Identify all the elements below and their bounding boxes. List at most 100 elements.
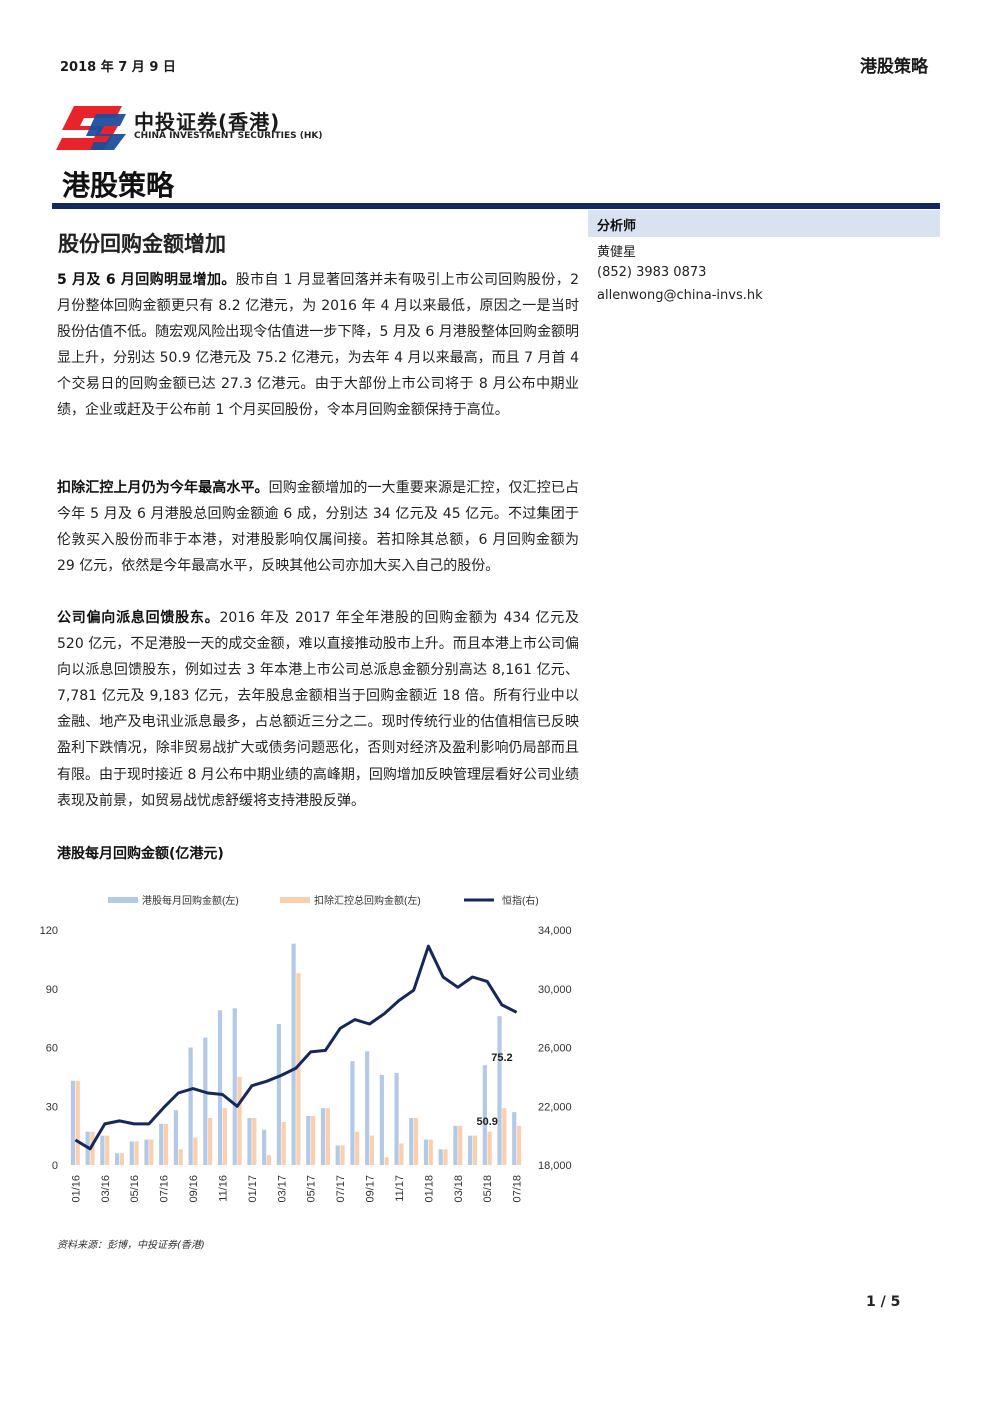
bar-ex-hsbc-buyback	[193, 1137, 198, 1165]
chart-title: 港股每月回购金额(亿港元)	[57, 846, 224, 862]
bar-ex-hsbc-buyback	[90, 1131, 95, 1165]
bar-total-buyback	[291, 943, 296, 1165]
legend-swatch	[280, 897, 310, 903]
bar-ex-hsbc-buyback	[208, 1118, 213, 1165]
logo-blue-mark	[86, 114, 126, 150]
bar-ex-hsbc-buyback	[472, 1135, 478, 1165]
bar-ex-hsbc-buyback	[502, 1108, 507, 1165]
bar-total-buyback	[100, 1135, 105, 1165]
bar-ex-hsbc-buyback	[266, 1155, 272, 1165]
data-label: 50.9	[477, 1116, 498, 1128]
x-tick-label: 03/18	[453, 1175, 465, 1203]
data-label: 75.2	[491, 1052, 512, 1064]
x-tick-label: 09/17	[365, 1175, 377, 1203]
analyst-label: 分析师	[597, 219, 637, 234]
analyst-email[interactable]: allenwong@china-invs.hk	[597, 288, 763, 303]
bar-ex-hsbc-buyback	[369, 1135, 375, 1165]
bar-total-buyback	[453, 1125, 458, 1165]
bar-total-buyback	[114, 1153, 120, 1165]
y-right-tick-label: 26,000	[538, 1043, 572, 1055]
bar-ex-hsbc-buyback	[458, 1125, 463, 1165]
y-left-tick-label: 120	[40, 925, 58, 937]
y-left-tick-label: 0	[52, 1160, 58, 1172]
bar-total-buyback	[262, 1129, 267, 1165]
paragraph-excluding-hsbc: 扣除汇控上月仍为今年最高水平。回购金额增加的一大重要来源是汇控，仅汇控已占今年 …	[57, 475, 579, 579]
y-right-tick-label: 18,000	[538, 1160, 572, 1172]
legend-label: 港股每月回购金额(左)	[142, 894, 239, 907]
paragraph-lead: 扣除汇控上月仍为今年最高水平。	[57, 480, 269, 496]
paragraph-buyback-increase: 5 月及 6 月回购明显增加。股市自 1 月显著回落并未有吸引上市公司回购股份，…	[57, 267, 579, 424]
y-left-tick-label: 60	[46, 1043, 58, 1055]
bar-total-buyback	[497, 1016, 502, 1165]
bar-ex-hsbc-buyback	[178, 1149, 183, 1165]
x-tick-label: 11/16	[217, 1175, 229, 1202]
page-title: 港股策略	[62, 169, 175, 202]
bar-ex-hsbc-buyback	[134, 1141, 139, 1165]
bar-ex-hsbc-buyback	[516, 1125, 522, 1165]
bar-ex-hsbc-buyback	[355, 1131, 360, 1165]
y-left-tick-label: 90	[46, 984, 58, 996]
x-tick-label: 01/16	[70, 1175, 82, 1203]
y-right-tick-label: 22,000	[538, 1101, 572, 1113]
legend-swatch	[108, 897, 138, 903]
paragraph-text: 股市自 1 月显著回落并未有吸引上市公司回购股份，2 月份整体回购金额更只有 8…	[57, 272, 579, 419]
bar-ex-hsbc-buyback	[340, 1145, 345, 1165]
bar-total-buyback	[217, 1010, 223, 1165]
bar-total-buyback	[394, 1072, 399, 1165]
company-logo	[56, 106, 126, 150]
analyst-name: 黄健星	[597, 245, 637, 260]
analyst-header-box	[588, 210, 940, 237]
paragraph-text: 2016 年及 2017 年全年港股的回购金额为 434 亿元及 520 亿元，…	[57, 610, 579, 809]
bar-ex-hsbc-buyback	[487, 1131, 492, 1165]
bar-total-buyback	[423, 1139, 429, 1165]
buyback-chart: 港股每月回购金额(左) 扣除汇控总回购金额(左) 恒指(右) 0 30 60 90 120 18…	[40, 894, 572, 1203]
bar-ex-hsbc-buyback	[296, 973, 301, 1165]
title-rule	[52, 203, 940, 209]
x-tick-label: 05/17	[306, 1175, 318, 1203]
bar-ex-hsbc-buyback	[119, 1153, 124, 1165]
x-tick-label: 01/18	[423, 1175, 435, 1203]
paragraph-lead: 5 月及 6 月回购明显增加。	[57, 272, 236, 288]
bar-ex-hsbc-buyback	[149, 1139, 154, 1165]
x-tick-label: 01/17	[247, 1175, 259, 1203]
x-tick-label: 03/16	[100, 1175, 112, 1203]
bar-ex-hsbc-buyback	[311, 1116, 316, 1165]
bar-total-buyback	[320, 1108, 326, 1165]
bar-ex-hsbc-buyback	[163, 1123, 169, 1165]
x-tick-label: 07/18	[512, 1175, 524, 1203]
x-tick-label: 09/16	[188, 1175, 200, 1203]
report-date: 2018 年 7 月 9 日	[60, 60, 176, 75]
bar-ex-hsbc-buyback	[75, 1080, 80, 1165]
bar-total-buyback	[468, 1135, 473, 1165]
bar-ex-hsbc-buyback	[252, 1118, 257, 1165]
hsi-line	[74, 944, 518, 1151]
x-tick-label: 05/16	[129, 1175, 141, 1203]
legend-label: 恒指(右)	[502, 894, 539, 907]
bar-ex-hsbc-buyback	[105, 1135, 110, 1165]
bar-total-buyback	[365, 1051, 370, 1165]
bar-total-buyback	[335, 1145, 340, 1165]
bar-total-buyback	[247, 1118, 252, 1165]
bar-total-buyback	[482, 1065, 487, 1165]
bar-total-buyback	[129, 1141, 134, 1165]
bar-ex-hsbc-buyback	[443, 1149, 448, 1165]
bar-total-buyback	[350, 1061, 355, 1165]
analyst-phone: (852) 3983 0873	[597, 265, 707, 280]
bar-ex-hsbc-buyback	[281, 1121, 286, 1165]
bar-total-buyback	[159, 1123, 164, 1165]
logo-name-en: CHINA INVESTMENT SECURITIES (HK)	[134, 131, 323, 141]
page-number: 1 / 5	[866, 1294, 901, 1310]
bar-total-buyback	[512, 1112, 517, 1165]
bar-ex-hsbc-buyback	[399, 1143, 404, 1165]
x-tick-label: 11/17	[394, 1175, 406, 1202]
bar-total-buyback	[144, 1139, 149, 1165]
bar-total-buyback	[438, 1149, 443, 1165]
y-left-tick-label: 30	[46, 1101, 58, 1113]
bar-total-buyback	[379, 1074, 384, 1165]
x-tick-label: 03/17	[276, 1175, 288, 1203]
bar-ex-hsbc-buyback	[222, 1108, 227, 1165]
bar-ex-hsbc-buyback	[413, 1118, 419, 1165]
section-title: 股份回购金额增加	[58, 232, 226, 256]
bar-total-buyback	[173, 1110, 179, 1165]
bar-total-buyback	[203, 1037, 208, 1165]
